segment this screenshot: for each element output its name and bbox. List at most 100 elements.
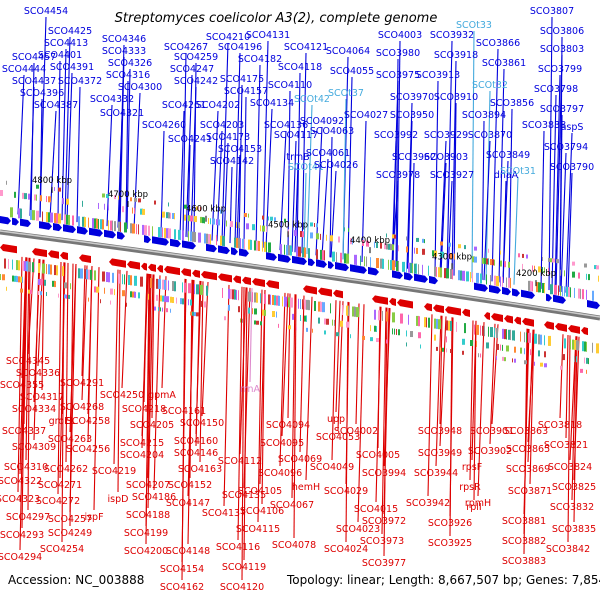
gene-label[interactable]: SCO4096 xyxy=(258,468,302,479)
gene-label[interactable]: rpsF xyxy=(462,462,482,473)
gene-label[interactable]: SCO4242 xyxy=(174,76,218,87)
gene-label[interactable]: SCO3821 xyxy=(544,440,588,451)
gene-label[interactable]: SCO4387 xyxy=(34,100,78,111)
gene-label[interactable]: SCO4003 xyxy=(378,30,422,41)
gene-label[interactable]: SCO4154 xyxy=(160,564,204,575)
gene-label[interactable]: SCO4333 xyxy=(102,46,146,57)
gene-label[interactable]: SCO4291 xyxy=(60,378,104,389)
gene-label[interactable]: SCO4262 xyxy=(44,464,88,475)
gene-label[interactable]: SCO3866 xyxy=(476,38,520,49)
gene-label[interactable]: SCO4147 xyxy=(166,498,210,509)
gene-label[interactable]: SCO4337 xyxy=(2,426,46,437)
gene-label[interactable]: SCO4055 xyxy=(330,66,374,77)
gene-label[interactable]: SCO4064 xyxy=(326,46,370,57)
gene-label[interactable]: SCO4196 xyxy=(218,42,262,53)
gene-label[interactable]: SCO3869 xyxy=(506,464,550,475)
gene-label[interactable]: SCOt37 xyxy=(328,88,364,99)
gene-label[interactable]: SCO4118 xyxy=(278,62,322,73)
gene-label[interactable]: SCO4247 xyxy=(170,64,214,75)
gene-label[interactable]: aspS xyxy=(561,122,584,133)
gene-label[interactable]: SCO4157 xyxy=(224,86,268,97)
gene-label[interactable]: SCO4317 xyxy=(20,392,64,403)
gene-label[interactable]: SCO4142 xyxy=(210,156,254,167)
gene-label[interactable]: hemH xyxy=(292,482,320,493)
gene-label[interactable]: SCO4297 xyxy=(6,512,50,523)
gene-label[interactable]: SCO3799 xyxy=(538,64,582,75)
gene-label[interactable]: SCO3926 xyxy=(428,518,472,529)
gene-label[interactable]: SCO4268 xyxy=(60,402,104,413)
gene-label[interactable]: SCO4355 xyxy=(0,380,44,391)
gene-label[interactable]: SCO4137 xyxy=(202,508,246,519)
gene-label[interactable]: SCO4120 xyxy=(220,582,264,593)
gene-label[interactable]: SCOt32 xyxy=(472,80,508,91)
gene-label[interactable]: SCO4015 xyxy=(354,504,398,515)
gene-label[interactable]: SCO3798 xyxy=(534,84,578,95)
gene-label[interactable]: SCO4336 xyxy=(16,368,60,379)
gene-label[interactable]: SCO4326 xyxy=(108,58,152,69)
gene-label[interactable]: SCO3910 xyxy=(434,92,478,103)
gene-label[interactable]: SCO4345 xyxy=(6,356,50,367)
gene-label[interactable]: SCO4134 xyxy=(250,98,294,109)
gene-label[interactable]: SCO3806 xyxy=(540,26,584,37)
gene-label[interactable]: SCO4323 xyxy=(0,494,40,505)
gene-label[interactable]: SCO4053 xyxy=(316,432,360,443)
gene-label[interactable]: SCO4175 xyxy=(220,74,264,85)
gene-label[interactable]: SCO4002 xyxy=(334,426,378,437)
gene-label[interactable]: SCO4105 xyxy=(238,486,282,497)
gene-label[interactable]: SCO3913 xyxy=(416,70,460,81)
gene-label[interactable]: SCO3994 xyxy=(362,468,406,479)
gene-label[interactable]: SCO4094 xyxy=(266,420,310,431)
gene-label[interactable]: SCO4095 xyxy=(260,438,304,449)
gene-label[interactable]: SCO4425 xyxy=(48,26,92,37)
gene-label[interactable]: SCO3925 xyxy=(428,538,472,549)
gene-label[interactable]: SCO4005 xyxy=(356,450,400,461)
gene-label[interactable]: SCO3903 xyxy=(424,152,468,163)
gene-label[interactable]: SCO3797 xyxy=(540,104,584,115)
gene-label[interactable]: SCO4334 xyxy=(12,404,56,415)
gene-label[interactable]: SCO4241 xyxy=(168,134,212,145)
gene-label[interactable]: SCO3824 xyxy=(548,462,592,473)
gene-label[interactable]: SCO4309 xyxy=(12,442,56,453)
gene-label[interactable]: SCO4372 xyxy=(58,76,102,87)
gene-label[interactable]: SCO4162 xyxy=(160,582,204,593)
gene-label[interactable]: SCO4346 xyxy=(102,34,146,45)
gene-label[interactable]: rplI xyxy=(466,502,481,513)
gene-label[interactable]: SCO4135 xyxy=(222,490,266,501)
gene-label[interactable]: SCO4069 xyxy=(278,454,322,465)
gene-label[interactable]: SCO3970 xyxy=(390,92,434,103)
gene-label[interactable]: SCO4261 xyxy=(162,100,206,111)
gene-label[interactable]: SCOt42 xyxy=(294,94,330,105)
gene-label[interactable]: SCO4215 xyxy=(120,438,164,449)
gene-label[interactable]: SCO4117 xyxy=(274,130,318,141)
gene-label[interactable]: SCO4271 xyxy=(38,480,82,491)
gene-label[interactable]: SCO3882 xyxy=(502,536,546,547)
gene-label[interactable]: SCO4294 xyxy=(0,552,42,563)
gene-label[interactable]: SCO3972 xyxy=(362,516,406,527)
gene-label[interactable]: SCO3849 xyxy=(486,150,530,161)
gene-label[interactable]: SCO4027 xyxy=(344,110,388,121)
gene-label[interactable]: SCO3929 xyxy=(424,130,468,141)
gene-label[interactable]: SCO4321 xyxy=(100,108,144,119)
gene-label[interactable]: SCO4454 xyxy=(24,6,68,17)
gene-label[interactable]: SCOt33 xyxy=(456,20,492,31)
gene-label[interactable]: SCO4204 xyxy=(120,450,164,461)
gene-label[interactable]: SCO3842 xyxy=(546,544,590,555)
gene-label[interactable]: SCO4457 xyxy=(12,52,56,63)
gene-label[interactable]: SCO4173 xyxy=(206,132,250,143)
gene-label[interactable]: SCO3881 xyxy=(502,516,546,527)
gene-label[interactable]: SCO3973 xyxy=(360,536,404,547)
gene-label[interactable]: SCO4186 xyxy=(132,492,176,503)
gene-label[interactable]: SCO3944 xyxy=(414,468,458,479)
gene-label[interactable]: SCO3838 xyxy=(522,120,566,131)
gene-label[interactable]: SCO3992 xyxy=(374,130,418,141)
gene-label[interactable]: SCO3803 xyxy=(540,44,584,55)
gene-label[interactable]: SCO4207 xyxy=(126,480,170,491)
gene-label[interactable]: SCO4023 xyxy=(336,524,380,535)
gene-label[interactable]: SCO3949 xyxy=(418,448,462,459)
gene-label[interactable]: SCO4203 xyxy=(200,120,244,131)
gene-label[interactable]: SCO3980 xyxy=(376,48,420,59)
gene-label[interactable]: SCOt41 xyxy=(288,162,324,173)
gene-label[interactable]: SCO3894 xyxy=(462,110,506,121)
gene-label[interactable]: SCO3856 xyxy=(490,98,534,109)
gene-label[interactable]: SCO4163 xyxy=(178,464,222,475)
